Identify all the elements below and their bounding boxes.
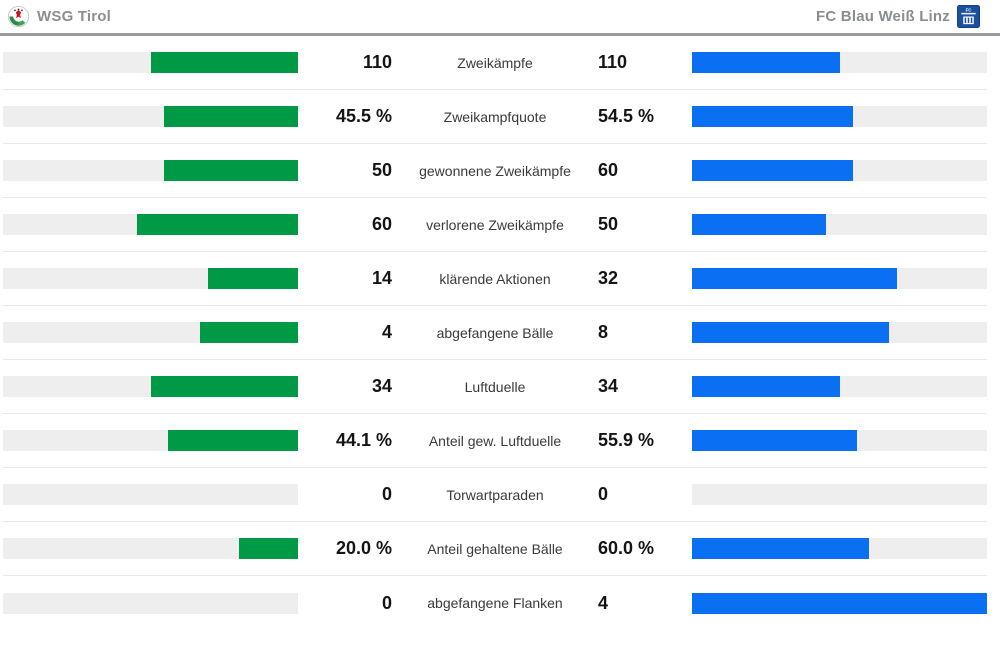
home-bar-fill [208,268,298,289]
stat-label: Torwartparaden [446,486,544,503]
home-value: 50 [371,160,392,180]
stat-label: abgefangene Bälle [436,324,554,341]
away-value: 50 [598,214,619,234]
stat-label: Anteil gew. Luftduelle [428,432,562,449]
away-bar-fill [692,322,889,343]
away-value: 0 [598,484,609,504]
home-bar-track [3,322,298,343]
stat-label: klärende Aktionen [439,270,551,287]
home-bar-track [3,160,298,181]
home-value: 60 [371,214,392,234]
home-team-header: WSG Tirol [7,5,111,28]
stat-label: gewonnene Zweikämpfe [419,162,571,179]
home-bar-track [3,376,298,397]
away-bar-track [692,160,987,181]
stats-rows: 110 Zweikämpfe 110 45.5 % Zweikampfquote… [0,36,1000,630]
stat-row: 14 klärende Aktionen 32 [3,252,987,306]
away-value: 34 [598,376,619,396]
away-value: 60 [598,160,619,180]
away-team-header: FC Blau Weiß Linz FC [816,5,980,28]
home-bar-track [3,484,298,505]
home-bar-track [3,430,298,451]
home-bar-fill [199,322,298,343]
header-divider [0,33,1000,36]
home-bar-track [3,592,298,614]
away-bar-fill [692,160,853,181]
home-bar-fill [239,538,298,559]
stat-row: 20.0 % Anteil gehaltene Bälle 60.0 % [3,522,987,576]
away-value: 55.9 % [598,430,655,450]
away-bar-fill [692,214,827,235]
stat-row: 60 verlorene Zweikämpfe 50 [3,198,987,252]
away-bar-fill [692,538,869,559]
stat-label: verlorene Zweikämpfe [426,216,564,233]
stat-row: 50 gewonnene Zweikämpfe 60 [3,144,987,198]
home-value: 110 [362,52,392,72]
away-bar-fill [692,376,840,397]
away-bar-fill [692,106,853,127]
stat-label: abgefangene Flanken [427,595,563,611]
svg-text:FC: FC [966,7,973,12]
away-bar-track [692,106,987,127]
home-bar-fill [163,160,298,181]
home-bar-track [3,106,298,127]
away-bar-track [692,484,987,505]
stat-row: 0 abgefangene Flanken 4 [3,576,987,630]
away-bar-track [692,376,987,397]
away-bar-track [692,214,987,235]
away-value: 60.0 % [598,538,655,558]
away-value: 54.5 % [598,106,655,126]
away-bar-fill [692,52,840,73]
stat-row: 110 Zweikämpfe 110 [3,36,987,90]
away-value: 110 [598,52,628,72]
home-bar-fill [150,52,298,73]
away-bar-track [692,52,987,73]
stat-row: 4 abgefangene Bälle 8 [3,306,987,360]
stat-label: Luftduelle [464,378,526,395]
away-value: 32 [598,268,619,288]
home-bar-track [3,538,298,559]
stat-row: 0 Torwartparaden 0 [3,468,987,522]
home-value: 34 [371,376,392,396]
home-value: 4 [381,322,392,342]
home-bar-track [3,268,298,289]
stat-row: 44.1 % Anteil gew. Luftduelle 55.9 % [3,414,987,468]
home-value: 44.1 % [335,430,392,450]
stat-label: Zweikämpfe [457,54,533,71]
stat-row: 34 Luftduelle 34 [3,360,987,414]
away-team-name: FC Blau Weiß Linz [816,8,950,25]
away-bar-track [692,538,987,559]
home-value: 45.5 % [335,106,392,126]
stat-label: Anteil gehaltene Bälle [427,540,563,557]
away-bar-track [692,322,987,343]
home-team-name: WSG Tirol [37,8,112,25]
wsg-tirol-logo-icon [7,5,30,28]
away-bar-track [692,268,987,289]
away-bar-fill [692,592,987,614]
home-value: 14 [371,268,392,288]
away-bar-fill [692,268,898,289]
stat-label: Zweikampfquote [443,108,547,125]
bw-linz-logo-icon: FC [957,5,980,28]
home-value: 20.0 % [335,538,392,558]
home-bar-fill [137,214,298,235]
home-bar-track [3,52,298,73]
stat-row: 45.5 % Zweikampfquote 54.5 % [3,90,987,144]
away-bar-fill [692,430,857,451]
home-bar-track [3,214,298,235]
header: WSG Tirol FC Blau Weiß Linz FC [0,0,1000,33]
home-bar-fill [167,430,298,451]
home-value: 0 [381,484,392,504]
away-bar-track [692,430,987,451]
away-value: 4 [598,592,609,613]
home-value: 0 [381,592,392,613]
home-bar-fill [163,106,298,127]
home-bar-fill [150,376,298,397]
away-bar-track [692,592,987,614]
away-value: 8 [598,322,609,342]
